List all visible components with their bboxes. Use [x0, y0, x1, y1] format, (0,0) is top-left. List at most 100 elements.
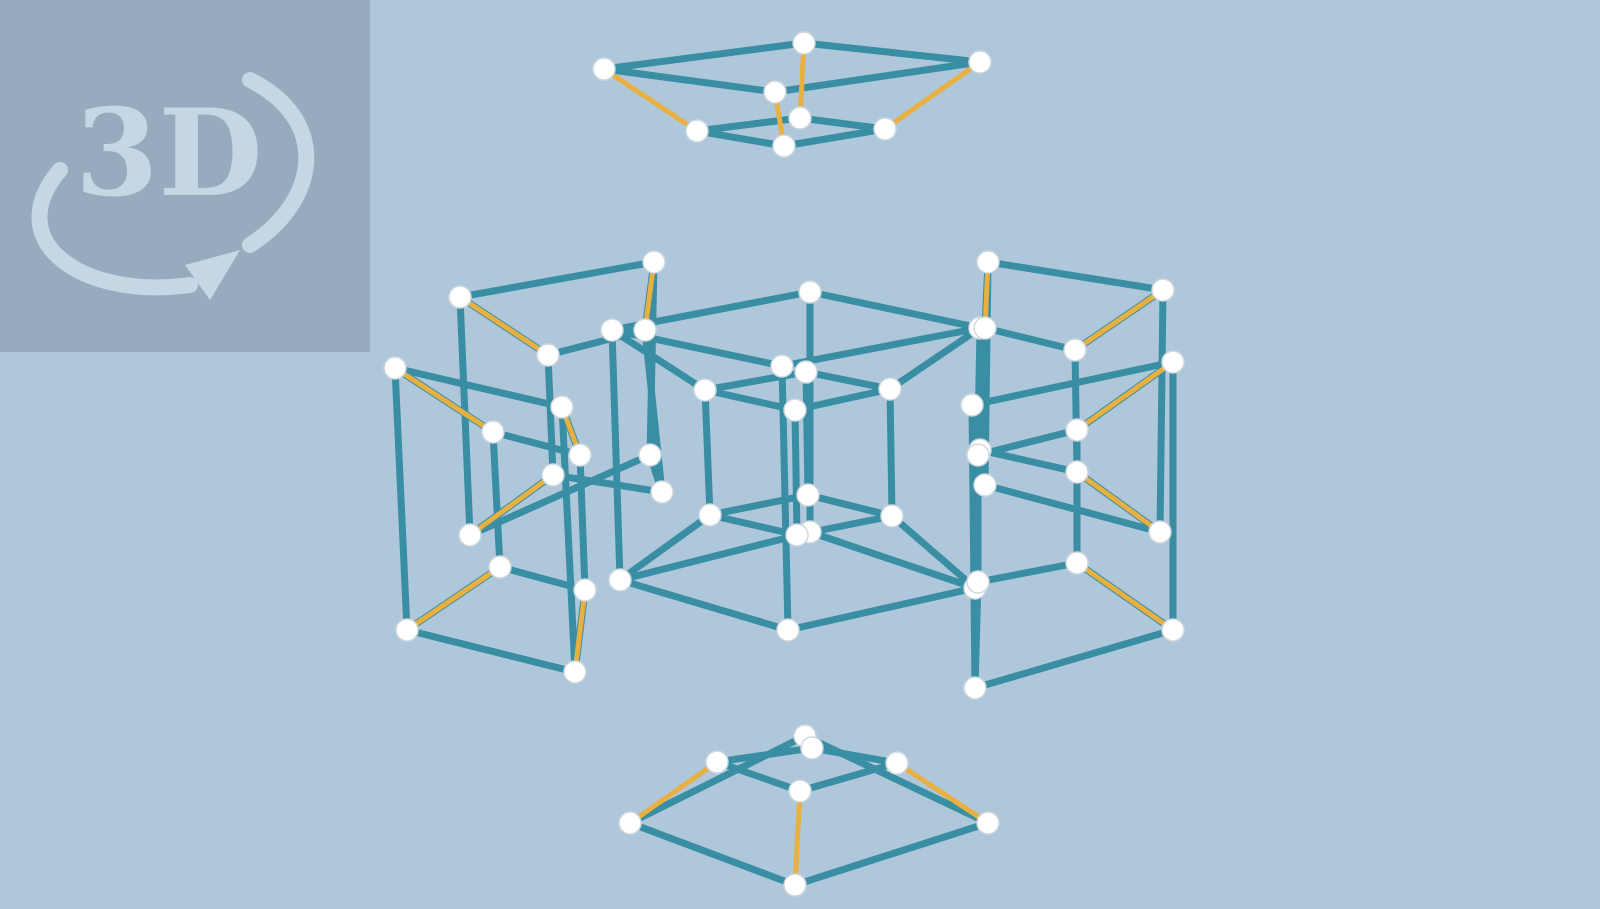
- cube-edge: [701, 368, 810, 394]
- vertex-node: [788, 106, 812, 130]
- cube-edge: [608, 326, 709, 394]
- cube-edge: [974, 426, 1081, 459]
- vertex-node: [563, 660, 587, 684]
- vertex-node: [383, 356, 407, 380]
- vertex-node: [573, 578, 597, 602]
- cube-edge: [791, 819, 992, 889]
- vertex-node: [963, 676, 987, 700]
- vertex-node: [1151, 278, 1175, 302]
- vertex-node: [770, 354, 794, 378]
- cube-edge: [576, 451, 589, 594]
- cube-edge: [804, 491, 896, 520]
- cube-edge: [791, 385, 894, 414]
- cube-edge: [780, 125, 889, 150]
- vertex-node: [685, 119, 709, 143]
- cube-edge: [976, 324, 989, 454]
- vertex-node: [783, 398, 807, 422]
- connector-edge: [601, 66, 700, 134]
- vertex-node: [1148, 520, 1172, 544]
- connector-edge: [797, 40, 807, 121]
- cube-edge: [616, 511, 714, 584]
- connector-edge: [457, 294, 551, 358]
- vertex-node: [650, 480, 674, 504]
- vertex-node: [1161, 618, 1185, 642]
- cube-edge: [800, 39, 984, 66]
- cube-edge: [778, 324, 984, 370]
- cube-edge: [544, 351, 557, 479]
- vertex-node: [878, 377, 902, 401]
- cube-edge: [496, 563, 589, 594]
- vertex-node: [541, 463, 565, 487]
- vertex-node: [1065, 551, 1089, 575]
- connector-edge: [882, 59, 983, 132]
- cube-edge: [886, 324, 984, 393]
- vertex-node: [763, 80, 787, 104]
- cube-edge: [796, 114, 889, 133]
- cube-edge: [713, 744, 816, 766]
- vertex-node: [776, 618, 800, 642]
- vertex-node: [798, 280, 822, 304]
- vertex-node: [783, 873, 807, 897]
- cube-edge: [971, 578, 982, 692]
- vertex-node: [481, 420, 505, 444]
- vertex-node: [600, 318, 624, 342]
- connector-edge: [404, 564, 503, 633]
- rotate-3d-icon: 3D: [31, 72, 315, 300]
- vertex-node: [705, 750, 729, 774]
- cube-edge: [391, 364, 566, 411]
- cube-edge: [403, 626, 579, 676]
- cube-edge: [616, 528, 814, 584]
- vertex-node: [698, 503, 722, 527]
- cube-edge: [974, 559, 1081, 586]
- vertex-node: [1063, 338, 1087, 362]
- vertex-node: [966, 570, 990, 594]
- vertex-node: [568, 443, 592, 467]
- cube-edge: [981, 481, 1164, 536]
- cube-edge: [784, 584, 979, 634]
- cube-edge: [802, 368, 894, 393]
- cube-edge: [701, 386, 714, 519]
- cube-edge: [771, 58, 984, 96]
- cube-edge: [808, 744, 901, 767]
- vertex-node: [976, 250, 1000, 274]
- cube-edge: [626, 732, 809, 827]
- vertex-node: [693, 378, 717, 402]
- vertex-node: [395, 618, 419, 642]
- cube-edge: [984, 258, 1167, 294]
- vertex-node: [536, 343, 560, 367]
- cube-edge: [600, 39, 808, 73]
- vertex-node: [973, 316, 997, 340]
- cube-edge: [888, 512, 979, 592]
- cube-edge: [693, 114, 804, 135]
- vertex-node: [642, 250, 666, 274]
- vertex-node: [550, 395, 574, 419]
- cube-edge: [544, 326, 649, 359]
- view-3d-badge[interactable]: 3D: [0, 0, 370, 352]
- vertex-node: [1065, 418, 1089, 442]
- vertex-node: [960, 393, 984, 417]
- badge-label: 3D: [75, 83, 263, 224]
- vertex-node: [1065, 460, 1089, 484]
- connector-edge: [1072, 287, 1166, 353]
- cube-edge: [616, 576, 792, 634]
- connector-edge: [792, 788, 803, 888]
- vertex-node: [785, 523, 809, 547]
- vertex-node: [633, 318, 657, 342]
- vertex-node: [796, 483, 820, 507]
- vertex-node: [880, 504, 904, 528]
- connector-edge: [572, 587, 588, 675]
- vertex-node: [448, 285, 472, 309]
- cube-edge: [806, 528, 979, 592]
- connector-edge: [627, 759, 720, 826]
- cube-edge: [791, 406, 801, 539]
- connector-edge: [392, 365, 496, 435]
- cube-edge: [701, 386, 799, 414]
- cube-edge: [706, 491, 812, 519]
- vertex-node: [772, 134, 796, 158]
- vertex-node: [608, 568, 632, 592]
- vertex-node: [885, 751, 909, 775]
- connector-edge: [1074, 359, 1176, 433]
- cube-edge: [549, 471, 666, 496]
- cube-edge: [608, 326, 624, 584]
